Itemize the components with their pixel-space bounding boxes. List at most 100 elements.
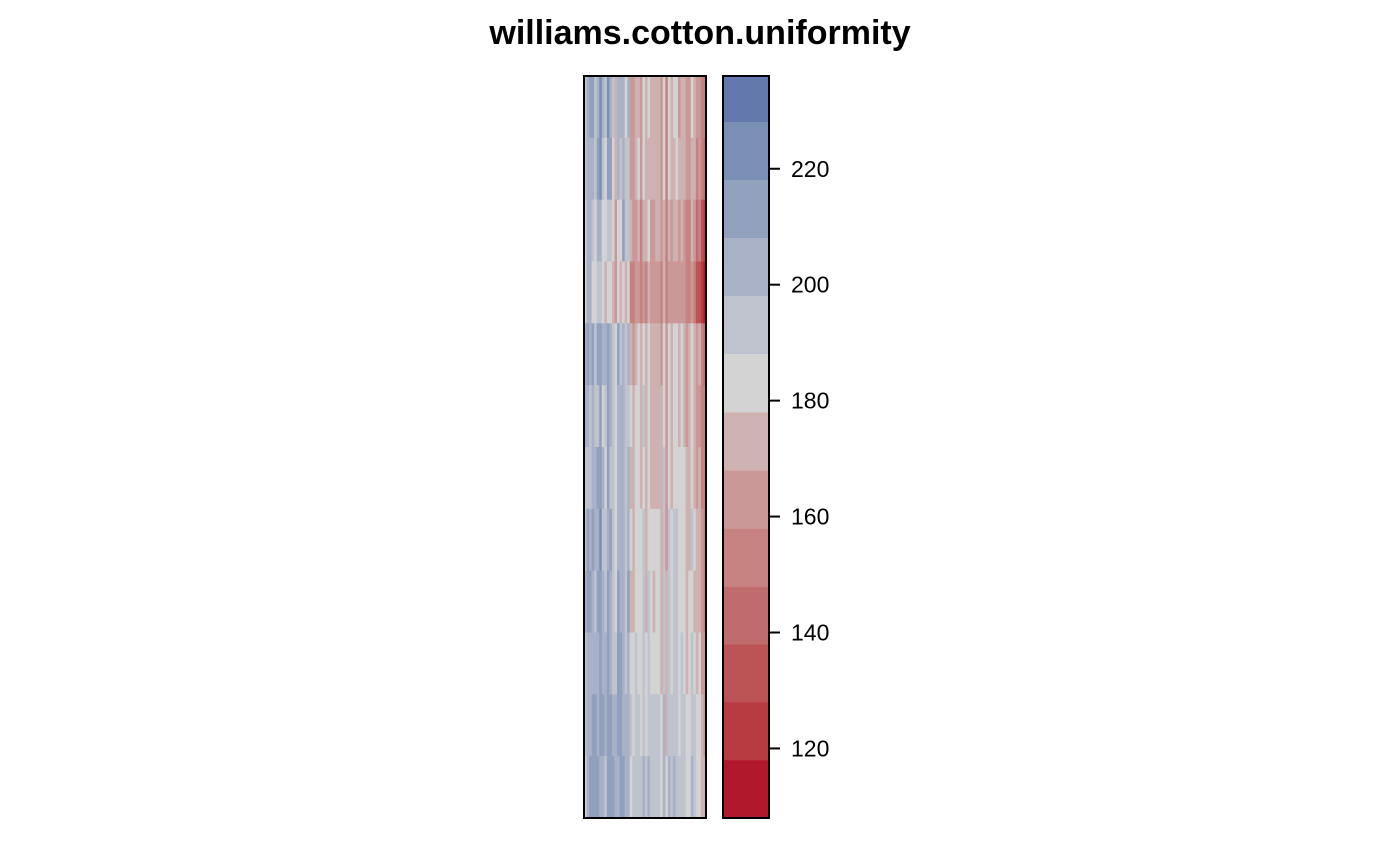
heatmap-cell bbox=[627, 137, 631, 201]
heatmap-cell bbox=[604, 261, 608, 324]
colorbar-swatch bbox=[723, 122, 769, 181]
heatmap-cell bbox=[690, 76, 694, 139]
heatmap-cell bbox=[665, 261, 669, 324]
heatmap-cell bbox=[611, 508, 615, 572]
heatmap-cell bbox=[683, 76, 687, 139]
heatmap-cell bbox=[586, 261, 590, 324]
heatmap-cell bbox=[601, 199, 605, 262]
heatmap-cell bbox=[695, 385, 699, 448]
heatmap-cell bbox=[606, 385, 610, 448]
heatmap-cell bbox=[599, 323, 603, 386]
heatmap-cell bbox=[601, 570, 605, 633]
heatmap-cell bbox=[652, 570, 656, 633]
heatmap-cell bbox=[683, 447, 687, 510]
heatmap-cell bbox=[596, 137, 600, 201]
heatmap-cell bbox=[655, 76, 659, 139]
heatmap-cell bbox=[683, 570, 687, 633]
heatmap-cell bbox=[619, 508, 623, 572]
heatmap-cell bbox=[685, 756, 689, 819]
heatmap-cell bbox=[632, 323, 636, 386]
heatmap-cell bbox=[670, 323, 674, 386]
heatmap-cell bbox=[647, 508, 651, 572]
heatmap-cell bbox=[637, 447, 641, 510]
heatmap-cell bbox=[693, 632, 697, 695]
heatmap-cell bbox=[604, 508, 608, 572]
heatmap-cell bbox=[680, 508, 684, 572]
heatmap-cell bbox=[634, 508, 638, 572]
heatmap-cell bbox=[657, 632, 661, 695]
heatmap-cell bbox=[624, 76, 628, 139]
heatmap-cell bbox=[619, 447, 623, 510]
heatmap-cell bbox=[632, 570, 636, 633]
colorbar-swatch bbox=[723, 528, 769, 587]
heatmap-cell bbox=[690, 508, 694, 572]
heatmap-cell bbox=[650, 199, 653, 262]
heatmap-cell bbox=[584, 385, 587, 448]
heatmap-cell bbox=[670, 632, 674, 695]
heatmap-cell bbox=[680, 570, 684, 633]
heatmap-cell bbox=[667, 756, 671, 819]
heatmap-cell bbox=[695, 632, 699, 695]
heatmap-cell bbox=[672, 323, 676, 386]
heatmap-cell bbox=[683, 199, 687, 262]
heatmap-cell bbox=[596, 756, 600, 819]
heatmap-cell bbox=[634, 261, 638, 324]
heatmap-cell bbox=[584, 261, 587, 324]
heatmap-cell bbox=[624, 632, 628, 695]
heatmap-cell bbox=[680, 694, 684, 757]
heatmap-cell bbox=[599, 632, 603, 695]
colorbar-swatch bbox=[723, 586, 769, 645]
heatmap-cell bbox=[637, 508, 641, 572]
heatmap-cell bbox=[634, 199, 638, 262]
heatmap-cell bbox=[645, 756, 648, 819]
heatmap-cell bbox=[693, 756, 697, 819]
heatmap-cell bbox=[584, 694, 587, 757]
heatmap-cell bbox=[599, 756, 603, 819]
heatmap-cell bbox=[665, 694, 669, 757]
colorbar-swatch bbox=[723, 412, 769, 471]
heatmap-cell bbox=[601, 137, 605, 201]
heatmap-cell bbox=[657, 508, 661, 572]
heatmap-cell bbox=[594, 694, 598, 757]
heatmap-cell bbox=[609, 632, 613, 695]
heatmap-cell bbox=[683, 694, 687, 757]
heatmap-cell bbox=[652, 756, 656, 819]
heatmap-cell bbox=[670, 385, 674, 448]
heatmap-cell bbox=[700, 694, 704, 757]
heatmap-cell bbox=[629, 323, 633, 386]
heatmap-cell bbox=[584, 137, 587, 201]
heatmap-cell bbox=[660, 76, 664, 139]
heatmap-cell bbox=[660, 137, 664, 201]
heatmap-cell bbox=[700, 261, 704, 324]
heatmap-cell bbox=[698, 199, 702, 262]
heatmap-cell bbox=[591, 261, 595, 324]
heatmap-cell bbox=[609, 508, 613, 572]
heatmap-cell bbox=[685, 570, 689, 633]
heatmap-cell bbox=[675, 323, 679, 386]
heatmap-cell bbox=[617, 447, 620, 510]
heatmap-cell bbox=[594, 323, 598, 386]
heatmap-cell bbox=[650, 508, 653, 572]
heatmap-cell bbox=[662, 385, 666, 448]
heatmap-cell bbox=[604, 137, 608, 201]
heatmap-cell bbox=[670, 137, 674, 201]
heatmap-cell bbox=[672, 137, 676, 201]
heatmap-cell bbox=[637, 76, 641, 139]
heatmap-cell bbox=[700, 570, 704, 633]
heatmap-cell bbox=[622, 137, 626, 201]
heatmap-cell bbox=[642, 76, 646, 139]
heatmap-cell bbox=[589, 694, 592, 757]
heatmap-cell bbox=[650, 385, 653, 448]
heatmap-cell bbox=[685, 508, 689, 572]
heatmap-cell bbox=[657, 137, 661, 201]
heatmap-cell bbox=[589, 323, 592, 386]
heatmap-cell bbox=[622, 694, 626, 757]
heatmap-cell bbox=[645, 199, 648, 262]
heatmap-cell bbox=[637, 632, 641, 695]
heatmap-cell bbox=[609, 76, 613, 139]
colorbar-tick-label: 160 bbox=[791, 504, 829, 530]
heatmap-cell bbox=[584, 632, 587, 695]
heatmap-cell bbox=[617, 508, 620, 572]
heatmap-cell bbox=[637, 323, 641, 386]
